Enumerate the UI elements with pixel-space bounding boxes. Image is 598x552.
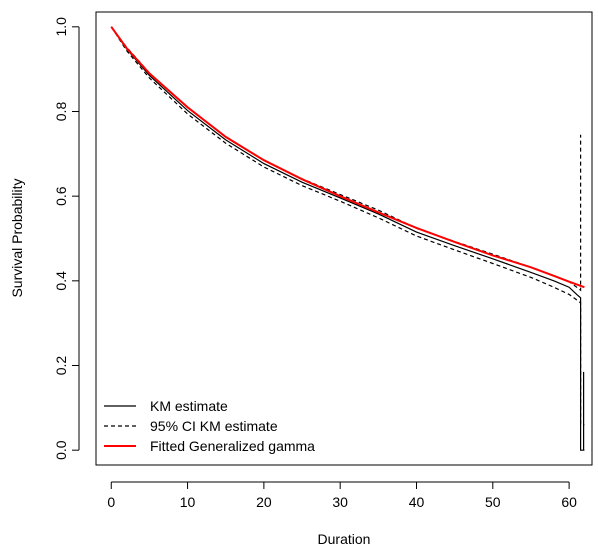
y-tick-label: 0.6 [53,186,69,206]
legend: KM estimate 95% CI KM estimate Fitted Gene… [104,398,315,454]
x-tick-label: 20 [256,494,272,510]
x-axis: 0 10 20 30 40 50 60 [107,481,577,510]
legend-label: KM estimate [150,398,228,414]
y-tick-label: 0.2 [53,356,69,376]
x-tick-label: 60 [561,494,577,510]
y-tick-label: 1.0 [53,17,69,37]
ci-line [110,26,582,292]
legend-label: 95% CI KM estimate [150,418,278,434]
fitted-curve [110,26,585,289]
x-tick-label: 10 [180,494,196,510]
y-tick-label: 0.8 [53,102,69,122]
x-tick-label: 0 [107,494,115,510]
y-axis-label: Survival Probability [9,178,25,297]
series-layer [110,26,585,451]
plot-frame [95,11,593,466]
x-tick-label: 40 [409,494,425,510]
x-axis-label: Duration [318,531,371,547]
y-tick-label: 0.0 [53,440,69,460]
x-tick-label: 50 [485,494,501,510]
y-axis: 0.0 0.2 0.4 0.6 0.8 1.0 [53,17,80,460]
legend-label: Fitted Generalized gamma [150,438,315,454]
y-tick-label: 0.4 [53,271,69,291]
ci-line [110,26,585,426]
x-tick-label: 30 [332,494,348,510]
km-line [110,26,585,451]
